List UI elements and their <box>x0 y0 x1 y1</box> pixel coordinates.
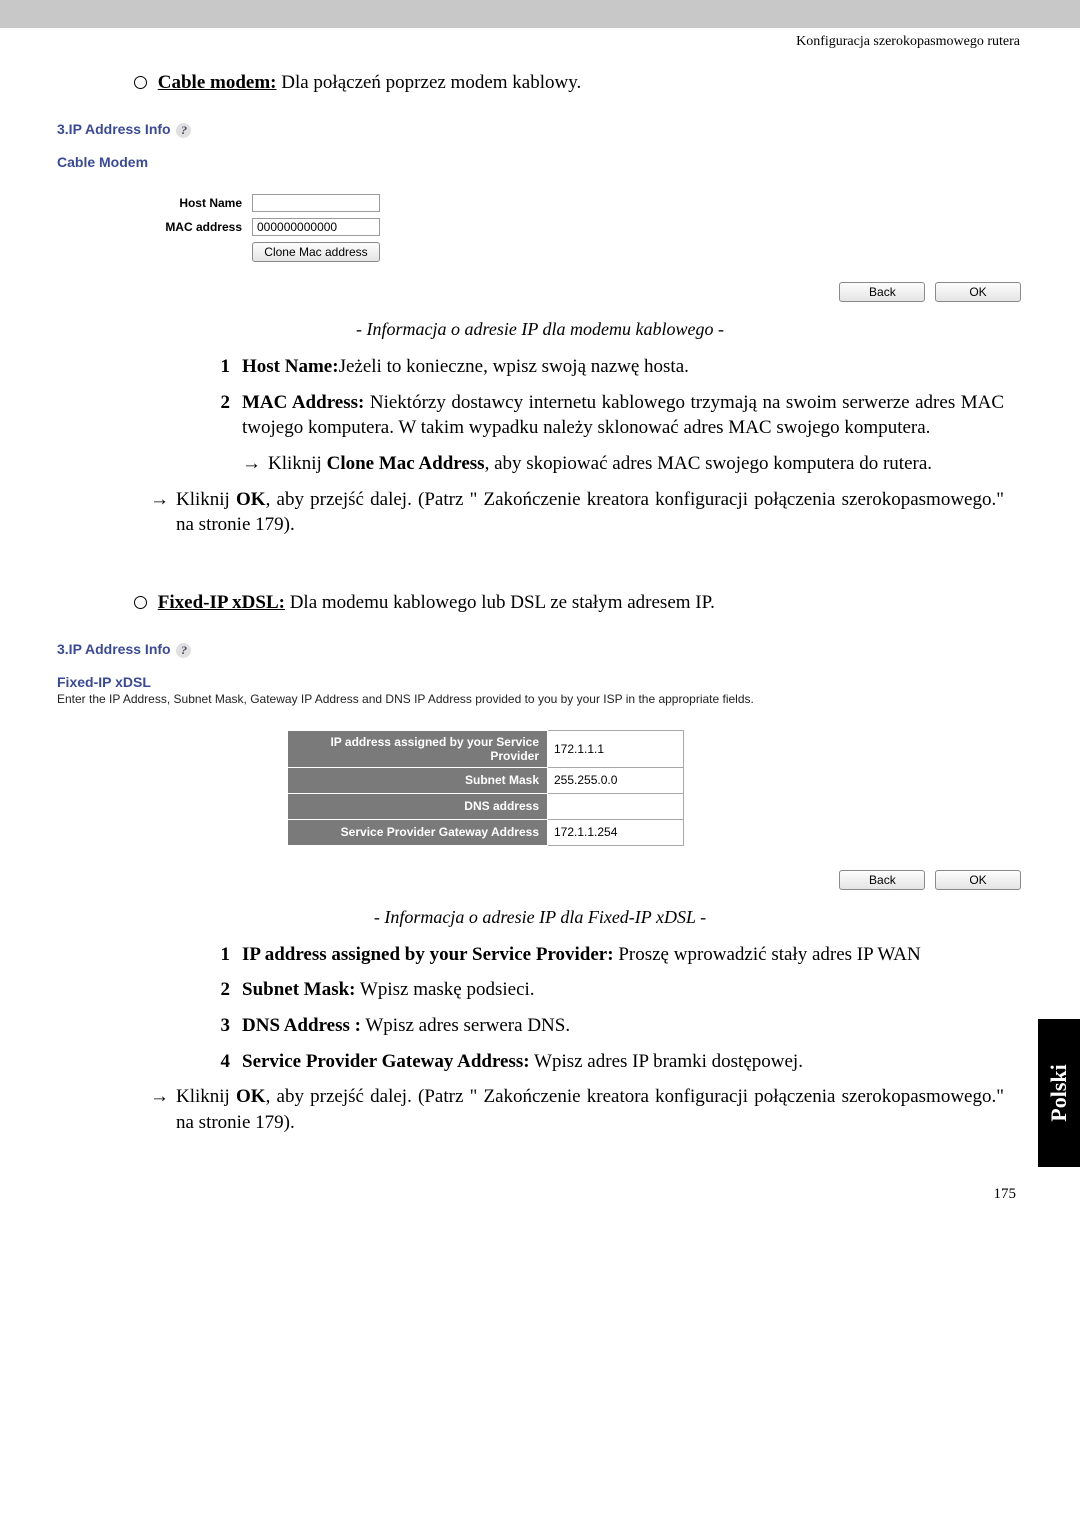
dns-label: DNS address <box>288 793 548 819</box>
table-row: Service Provider Gateway Address <box>288 819 684 845</box>
header-right-text: Konfiguracja szerokopasmowego rutera <box>0 28 1080 54</box>
shot2-title-text: 3.IP Address Info <box>57 641 171 657</box>
help-icon[interactable]: ? <box>176 643 191 658</box>
radio-icon <box>134 76 147 89</box>
ok1-post: , aby przejść dalej. (Patrz " Zakończeni… <box>176 489 1004 536</box>
host-name-row: Host Name <box>57 194 1023 212</box>
host-name-input[interactable] <box>252 194 380 212</box>
screenshot-fixed-ip: 3.IP Address Info ? Fixed-IP xDSL Enter … <box>56 636 1024 893</box>
clone-arrow-para: → Kliknij Clone Mac Address, aby skopiow… <box>242 451 1024 477</box>
list2-label-4: Service Provider Gateway Address: <box>242 1051 530 1072</box>
ip-label: IP address assigned by your Service Prov… <box>288 730 548 767</box>
list1-item-1: 1 Host Name:Jeżeli to konieczne, wpisz s… <box>214 354 1004 380</box>
shot2-subtitle: Fixed-IP xDSL <box>57 668 1023 692</box>
clone-pre: Kliknij <box>268 453 327 474</box>
shot2-button-row: Back OK <box>57 856 1023 892</box>
cable-modem-label: Cable modem: <box>158 72 277 93</box>
list-2: 1 IP address assigned by your Service Pr… <box>214 942 1024 1075</box>
list2-num-1: 1 <box>214 942 242 968</box>
subnet-label: Subnet Mask <box>288 767 548 793</box>
ok-arrow-para-1: → Kliknij OK, aby przejść dalej. (Patrz … <box>150 487 1024 538</box>
list2-item-4: 4 Service Provider Gateway Address: Wpis… <box>214 1049 1004 1075</box>
fixed-ip-table: IP address assigned by your Service Prov… <box>287 730 684 846</box>
page-number: 175 <box>0 1146 1080 1227</box>
shot1-title: 3.IP Address Info ? <box>57 117 1023 148</box>
ok-arrow-para-2: → Kliknij OK, aby przejść dalej. (Patrz … <box>150 1084 1024 1135</box>
ok-button[interactable]: OK <box>935 282 1021 302</box>
table-row: Subnet Mask <box>288 767 684 793</box>
back-button[interactable]: Back <box>839 870 925 890</box>
list2-label-2: Subnet Mask: <box>242 979 356 1000</box>
arrow-icon: → <box>150 1084 176 1135</box>
ok2-bold: OK <box>236 1086 266 1107</box>
mac-input[interactable] <box>252 218 380 236</box>
top-gray-bar <box>0 0 1080 28</box>
list2-text-3: Wpisz adres serwera DNS. <box>361 1015 570 1036</box>
dns-input[interactable] <box>548 795 683 817</box>
clone-post: , aby skopiować adres MAC swojego komput… <box>485 453 932 474</box>
shot1-subtitle: Cable Modem <box>57 148 1023 180</box>
table-row: IP address assigned by your Service Prov… <box>288 730 684 767</box>
arrow-icon: → <box>242 451 268 477</box>
arrow-icon: → <box>150 487 176 538</box>
list2-num-2: 2 <box>214 977 242 1003</box>
list1-label-1: Host Name: <box>242 356 339 377</box>
side-tab-label: Polski <box>1046 1064 1072 1121</box>
shot2-desc: Enter the IP Address, Subnet Mask, Gatew… <box>57 692 1023 706</box>
table-row: DNS address <box>288 793 684 819</box>
list2-label-1: IP address assigned by your Service Prov… <box>242 944 614 965</box>
list2-label-3: DNS Address : <box>242 1015 361 1036</box>
cable-modem-line: Cable modem: Dla połączeń poprzez modem … <box>134 72 1024 94</box>
ok2-pre: Kliknij <box>176 1086 236 1107</box>
shot1-button-row: Back OK <box>57 268 1023 304</box>
clone-row: Clone Mac address <box>57 242 1023 262</box>
clone-arrow-body: Kliknij Clone Mac Address, aby skopiować… <box>268 451 1004 477</box>
list-1: 1 Host Name:Jeżeli to konieczne, wpisz s… <box>214 354 1024 441</box>
ip-input[interactable] <box>548 738 683 760</box>
list2-text-4: Wpisz adres IP bramki dostępowej. <box>530 1051 803 1072</box>
ok2-post: , aby przejść dalej. (Patrz " Zakończeni… <box>176 1086 1004 1133</box>
language-side-tab: Polski <box>1038 1019 1080 1167</box>
fixed-ip-text: Dla modemu kablowego lub DSL ze stałym a… <box>285 592 715 613</box>
shot1-title-text: 3.IP Address Info <box>57 121 171 137</box>
list2-item-2: 2 Subnet Mask: Wpisz maskę podsieci. <box>214 977 1004 1003</box>
shot2-title: 3.IP Address Info ? <box>57 637 1023 668</box>
list1-label-2: MAC Address: <box>242 392 364 413</box>
back-button[interactable]: Back <box>839 282 925 302</box>
clone-mac-button[interactable]: Clone Mac address <box>252 242 380 262</box>
ok-button[interactable]: OK <box>935 870 1021 890</box>
radio-icon <box>134 596 147 609</box>
ok2-body: Kliknij OK, aby przejść dalej. (Patrz " … <box>176 1084 1004 1135</box>
fixed-ip-label: Fixed-IP xDSL: <box>158 592 285 613</box>
list2-text-2: Wpisz maskę podsieci. <box>356 979 535 1000</box>
list2-item-1: 1 IP address assigned by your Service Pr… <box>214 942 1004 968</box>
ok1-pre: Kliknij <box>176 489 236 510</box>
gateway-label: Service Provider Gateway Address <box>288 819 548 845</box>
clone-bold: Clone Mac Address <box>327 453 485 474</box>
list1-num-1: 1 <box>214 354 242 380</box>
list1-item-2: 2 MAC Address: Niektórzy dostawcy intern… <box>214 390 1004 441</box>
list1-text-1: Jeżeli to konieczne, wpisz swoją nazwę h… <box>339 356 689 377</box>
caption-2: - Informacja o adresie IP dla Fixed-IP x… <box>56 907 1024 928</box>
list2-num-4: 4 <box>214 1049 242 1075</box>
mac-label: MAC address <box>57 220 252 234</box>
host-name-label: Host Name <box>57 196 252 210</box>
gateway-input[interactable] <box>548 821 683 843</box>
list2-item-3: 3 DNS Address : Wpisz adres serwera DNS. <box>214 1013 1004 1039</box>
list2-text-1: Proszę wprowadzić stały adres IP WAN <box>614 944 921 965</box>
caption-1: - Informacja o adresie IP dla modemu kab… <box>56 319 1024 340</box>
fixed-ip-line: Fixed-IP xDSL: Dla modemu kablowego lub … <box>134 592 1024 614</box>
list1-num-2: 2 <box>214 390 242 441</box>
subnet-input[interactable] <box>548 769 683 791</box>
ok1-bold: OK <box>236 489 266 510</box>
mac-row: MAC address <box>57 218 1023 236</box>
help-icon[interactable]: ? <box>176 123 191 138</box>
list2-num-3: 3 <box>214 1013 242 1039</box>
ok1-body: Kliknij OK, aby przejść dalej. (Patrz " … <box>176 487 1004 538</box>
cable-modem-text: Dla połączeń poprzez modem kablowy. <box>276 72 581 93</box>
screenshot-cable-modem: 3.IP Address Info ? Cable Modem Host Nam… <box>56 116 1024 305</box>
